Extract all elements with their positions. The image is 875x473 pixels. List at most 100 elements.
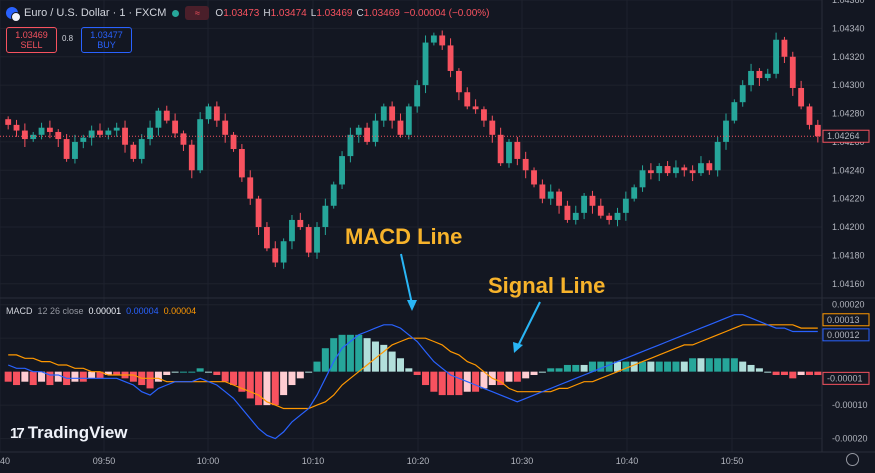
candle-body [773,39,780,74]
candle-body [756,70,763,79]
histogram-bar [88,371,96,379]
price-axis-tick: 1.04300 [832,80,865,90]
macd-hist-value: 0.00001 [88,306,122,316]
histogram-bar [204,371,213,373]
histogram-bar [96,371,104,379]
market-open-icon [172,9,180,17]
candle-body [531,170,537,185]
histogram-bar [255,371,263,406]
candle-body [55,131,62,140]
sell-price: 1.03469 [15,30,48,40]
histogram-bar [697,358,705,372]
histogram-bar [538,371,546,373]
candle-body [706,163,713,171]
histogram-bar [613,361,622,372]
change-value: −0.00004 (−0.00%) [403,7,490,19]
histogram-bar [21,371,29,382]
histogram-bar [764,371,772,373]
histogram-bar [179,371,187,373]
symbol-title[interactable]: Euro / U.S. Dollar · 1 · FXCM [24,7,167,19]
candle-body [255,198,262,228]
tradingview-logo[interactable]: 17 TradingView [10,423,128,443]
histogram-bar [305,371,313,373]
candle-body [163,110,170,121]
ohlc-value: 1.03469 [316,7,353,19]
candle-body [113,127,120,131]
candle-body [380,106,387,121]
candle-body [589,195,596,206]
candle-body [455,70,462,93]
histogram-bar [188,371,196,373]
histogram-bar [396,358,404,372]
candle-body [122,127,128,145]
candle-body [464,92,471,107]
time-axis-tick: 10:20 [407,456,430,466]
candle-body [723,120,729,142]
histogram-bar [772,371,780,375]
sell-button[interactable]: 1.03469 SELL [6,27,57,53]
time-axis-tick: 10:10 [302,456,325,466]
histogram-bar [447,371,455,396]
histogram-bar [530,371,538,375]
candle-body [556,191,562,206]
candle-body [572,212,579,220]
candle-body [389,106,396,121]
histogram-bar [296,371,304,379]
candle-body [213,106,220,121]
candle-body [522,158,529,171]
wave-icon[interactable]: ≈ [185,6,210,20]
candle-body [497,134,504,164]
currency-pair-icon [6,7,21,22]
histogram-bar [246,371,254,399]
histogram-bar [54,371,62,382]
ohlc-key: C [356,7,364,19]
histogram-bar [814,371,822,375]
candle-body [631,187,638,199]
candle-body [230,134,237,149]
histogram-bar [689,358,697,372]
histogram-bar [797,371,805,375]
candle-body [405,106,412,135]
signal-line [8,324,818,410]
histogram-bar [213,371,221,375]
macd-legend[interactable]: MACD 12 26 close 0.00001 0.00004 0.00004 [6,306,196,316]
candle-body [222,120,229,135]
histogram-bar [722,358,730,372]
candle-body [280,241,287,263]
macd-line-callout: MACD Line [345,224,463,249]
ohlc-value: 1.03474 [270,7,307,19]
candle-body [138,139,145,159]
tradingview-mark-icon: 17 [10,424,25,442]
histogram-bar [730,358,738,372]
candle-body [514,141,521,159]
candle-body [681,167,688,171]
candle-body [46,127,53,132]
histogram-bar [271,371,279,406]
signal-value-badge [822,313,870,327]
histogram-bar [146,371,154,389]
candle-body [614,212,621,220]
histogram-bar [46,371,54,386]
histogram-bar [547,368,555,372]
histogram-bar [346,334,354,372]
macd-signal-value: 0.00004 [163,306,197,316]
candle-body [547,191,554,199]
settings-gear-icon[interactable] [846,453,859,466]
candle-body [355,127,362,135]
candle-body [422,42,429,86]
histogram-bar [313,361,321,372]
histogram-bar [405,368,413,372]
histogram-bar [639,361,647,372]
histogram-bar [705,358,713,372]
ohlc-key: H [263,7,271,19]
candle-body [606,215,613,220]
histogram-bar [430,371,438,392]
histogram-bar [513,371,521,382]
candle-body [439,35,446,46]
candle-body [247,177,254,199]
buy-button[interactable]: 1.03477 BUY [81,27,132,53]
price-axis-tick: 1.04200 [832,222,865,232]
price-axis-tick: 1.04240 [832,165,865,175]
histogram-bar [605,361,613,372]
